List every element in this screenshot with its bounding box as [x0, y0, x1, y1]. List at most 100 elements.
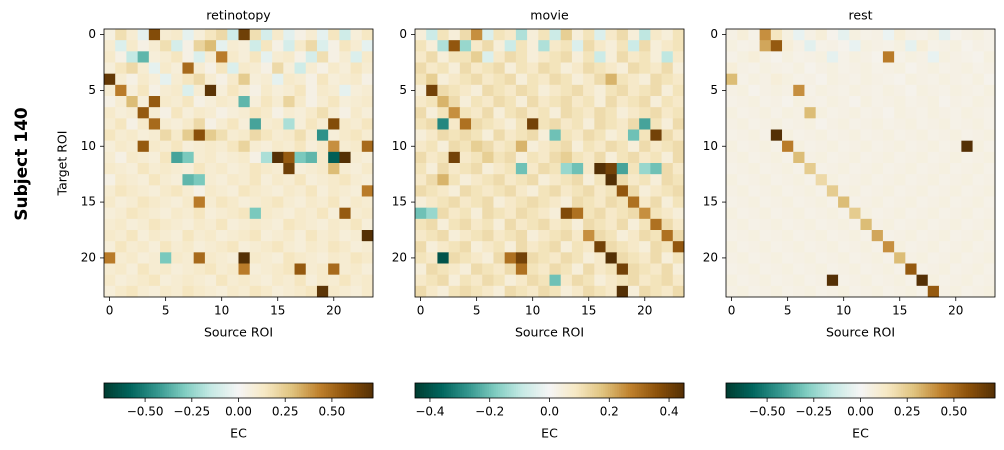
heatmap-cell — [804, 230, 817, 242]
heatmap-cell — [961, 51, 973, 63]
heatmap-cell — [515, 185, 528, 197]
heatmap-cell — [672, 118, 685, 130]
heatmap-cell — [815, 29, 828, 41]
heatmap-cell — [882, 252, 895, 264]
heatmap-cell — [639, 151, 651, 164]
heatmap-cell — [927, 274, 940, 287]
heatmap-cell — [748, 29, 761, 41]
heatmap-cell — [426, 84, 438, 97]
heatmap-cell — [249, 252, 262, 264]
heatmap-cell — [260, 196, 273, 209]
colorbar-segment — [627, 383, 631, 398]
heatmap-cell — [260, 285, 273, 298]
heatmap-cell — [415, 140, 427, 153]
heatmap-cell — [493, 51, 506, 63]
heatmap-cell — [339, 151, 351, 164]
heatmap-cell — [661, 230, 674, 242]
heatmap-cell — [916, 29, 929, 41]
colorbar-segment — [175, 383, 179, 398]
colorbar-label: EC — [230, 426, 247, 441]
heatmap-cell — [605, 252, 618, 264]
heatmap-cell — [826, 62, 839, 75]
heatmap-cell — [905, 40, 917, 52]
heatmap-cell — [759, 252, 772, 264]
heatmap-cell — [104, 285, 116, 298]
heatmap-cell — [882, 118, 895, 130]
heatmap-cell — [961, 151, 973, 164]
heatmap-cell — [759, 40, 772, 52]
colorbar-segment — [361, 383, 365, 398]
heatmap-cell — [916, 274, 929, 287]
colorbar-tick-label: −0.50 — [127, 405, 164, 419]
colorbar-segment — [444, 383, 447, 398]
heatmap-cell — [216, 40, 228, 52]
y-tick-label: 15 — [392, 195, 407, 209]
heatmap-cell — [583, 274, 595, 287]
colorbar-segment — [432, 383, 436, 398]
colorbar-segment — [757, 383, 761, 398]
heatmap-cell — [160, 40, 172, 52]
heatmap-cell — [972, 73, 985, 86]
heatmap-cell — [193, 274, 206, 287]
colorbar-segment — [605, 383, 609, 398]
heatmap-cell — [160, 218, 172, 231]
colorbar-segment — [545, 383, 548, 398]
heatmap-cell — [849, 196, 861, 209]
heatmap-cell — [305, 185, 318, 197]
heatmap-cell — [227, 252, 239, 264]
heatmap-cell — [627, 218, 640, 231]
heatmap-cell — [193, 129, 206, 142]
colorbar-segment — [869, 383, 873, 398]
heatmap-cell — [515, 230, 528, 242]
heatmap-cell — [272, 196, 284, 209]
heatmap-cell — [726, 40, 738, 52]
heatmap-cell — [950, 230, 962, 242]
heatmap-cell — [361, 96, 374, 108]
heatmap-cell — [804, 285, 817, 298]
heatmap-cell — [126, 118, 139, 130]
heatmap-cell — [871, 285, 884, 298]
heatmap-cell — [605, 151, 618, 164]
heatmap-cell — [193, 285, 206, 298]
colorbar-segment — [462, 383, 465, 398]
heatmap-cell — [305, 151, 318, 164]
heatmap-cell — [627, 151, 640, 164]
heatmap-cell — [905, 285, 917, 298]
heatmap-cell — [294, 230, 307, 242]
heatmap-cell — [482, 274, 494, 287]
heatmap-cell — [616, 252, 629, 264]
heatmap-cell — [504, 129, 517, 142]
heatmap-cell — [860, 285, 873, 298]
colorbar-segment — [643, 383, 647, 398]
heatmap-cell — [583, 218, 595, 231]
heatmap-cell — [650, 62, 662, 75]
heatmap-cell — [350, 107, 363, 119]
heatmap-cell — [815, 263, 828, 276]
colorbar-segment — [574, 383, 577, 398]
heatmap-cell — [882, 84, 895, 97]
heatmap-cell — [283, 207, 295, 220]
colorbar-segment — [679, 383, 683, 398]
heatmap-cell — [661, 163, 674, 175]
heatmap-cell — [627, 40, 640, 52]
heatmap-cell — [204, 218, 217, 231]
heatmap-cell — [493, 263, 506, 276]
heatmap-cell — [583, 84, 595, 97]
colorbar-segment — [339, 383, 343, 398]
heatmap-cell — [927, 163, 940, 175]
heatmap-cell — [549, 118, 562, 130]
heatmap-cell — [328, 263, 340, 276]
heatmap-cell — [804, 218, 817, 231]
heatmap-cell — [560, 163, 573, 175]
heatmap-cell — [748, 196, 761, 209]
heatmap-cell — [316, 185, 329, 197]
heatmap-cell — [459, 29, 472, 41]
heatmap-cell — [916, 174, 929, 186]
heatmap-cell — [448, 207, 461, 220]
heatmap-cell — [950, 118, 962, 130]
heatmap-cell — [838, 218, 850, 231]
heatmap-cell — [916, 73, 929, 86]
heatmap-cell — [882, 218, 895, 231]
heatmap-cell — [782, 107, 794, 119]
heatmap-cell — [672, 129, 685, 142]
